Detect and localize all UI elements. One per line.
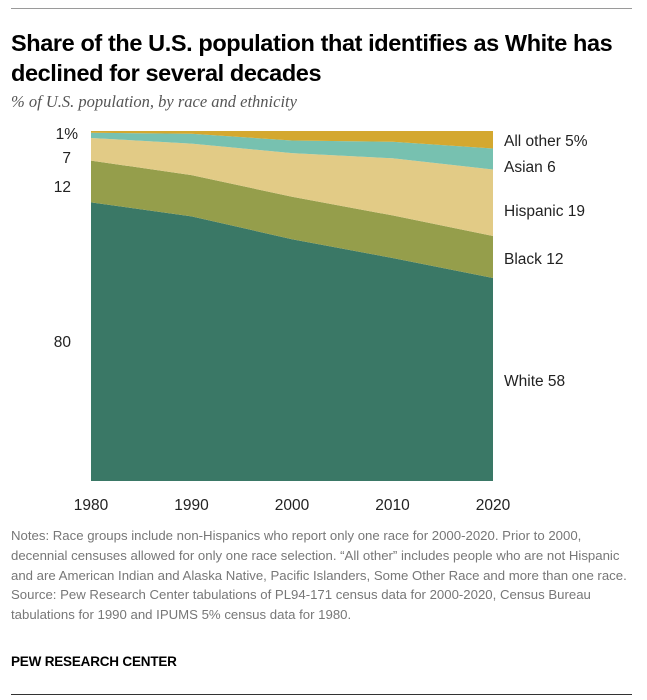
area-all-other — [91, 131, 493, 149]
end-label-white: White 58 — [504, 373, 565, 390]
start-value-labels: 80 12 7 1% — [54, 126, 78, 351]
top-rule — [11, 8, 632, 9]
source-text: Source: Pew Research Center tabulations … — [11, 587, 591, 623]
x-tick-2020: 2020 — [476, 497, 511, 514]
end-label-black: Black 12 — [504, 251, 563, 268]
bottom-rule — [11, 694, 632, 695]
series-end-labels: White 58 Black 12 Hispanic 19 Asian 6 All ot… — [504, 133, 588, 390]
area-white — [91, 202, 493, 481]
area-layers — [91, 131, 493, 481]
area-asian — [91, 132, 493, 170]
notes-text: Notes: Race groups include non-Hispanics… — [11, 528, 627, 583]
end-label-all-other: All other 5% — [504, 133, 588, 150]
start-label-black: 12 — [54, 179, 71, 196]
stacked-area-chart: 80 12 7 1% White 58 Black 12 Hispanic 19 Asian… — [54, 126, 588, 514]
x-tick-2010: 2010 — [375, 497, 410, 514]
start-label-asian: 1% — [56, 126, 79, 143]
start-label-white: 80 — [54, 334, 72, 351]
end-label-hispanic: Hispanic 19 — [504, 203, 585, 220]
area-black — [91, 160, 493, 278]
chart-subtitle: % of U.S. population, by race and ethnic… — [11, 92, 297, 111]
start-label-hispanic: 7 — [62, 150, 71, 167]
x-tick-2000: 2000 — [275, 497, 310, 514]
chart-title: Share of the U.S. population that identi… — [11, 30, 613, 86]
brand-label: PEW RESEARCH CENTER — [11, 654, 177, 669]
x-axis-ticks: 1980 1990 2000 2010 2020 — [74, 497, 511, 514]
x-tick-1980: 1980 — [74, 497, 109, 514]
area-hispanic — [91, 138, 493, 236]
end-label-asian: Asian 6 — [504, 159, 556, 176]
notes-block: Notes: Race groups include non-Hispanics… — [11, 526, 636, 625]
x-tick-1990: 1990 — [174, 497, 209, 514]
